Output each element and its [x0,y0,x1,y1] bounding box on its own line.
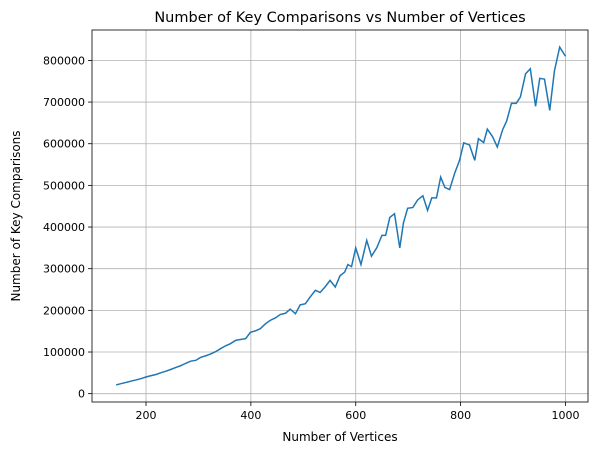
x-tick-label: 600 [345,409,366,422]
y-tick-label: 300000 [43,263,85,276]
x-tick-label: 200 [136,409,157,422]
y-tick-label: 100000 [43,346,85,359]
y-tick-label: 200000 [43,304,85,317]
x-tick-label: 800 [450,409,471,422]
y-tick-label: 800000 [43,54,85,67]
y-axis-label: Number of Key Comparisons [9,130,23,301]
y-tick-label: 600000 [43,138,85,151]
x-tick-label: 400 [240,409,261,422]
x-axis-label: Number of Vertices [282,430,397,444]
x-tick-label: 1000 [551,409,579,422]
y-tick-label: 400000 [43,221,85,234]
plot-frame [91,29,589,403]
y-tick-label: 700000 [43,96,85,109]
y-tick-label: 0 [78,388,85,401]
chart-title: Number of Key Comparisons vs Number of V… [154,10,525,26]
data-line [115,45,567,386]
y-tick-label: 500000 [43,179,85,192]
